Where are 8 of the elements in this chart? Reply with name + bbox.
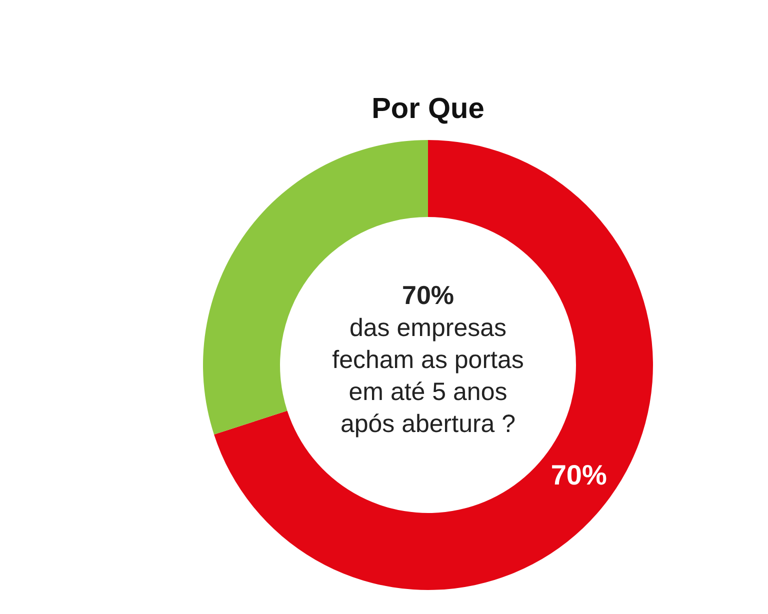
text: em até 5 anos: [348, 378, 508, 406]
text: das empresas: [349, 314, 507, 342]
data-label: 70%: [550, 459, 608, 490]
text: fecham as portas: [332, 346, 524, 374]
donut-slice: [214, 140, 653, 590]
chart-title: Por Que: [372, 93, 484, 125]
text: após abertura ?: [340, 410, 516, 438]
text: 70%: [402, 280, 454, 310]
